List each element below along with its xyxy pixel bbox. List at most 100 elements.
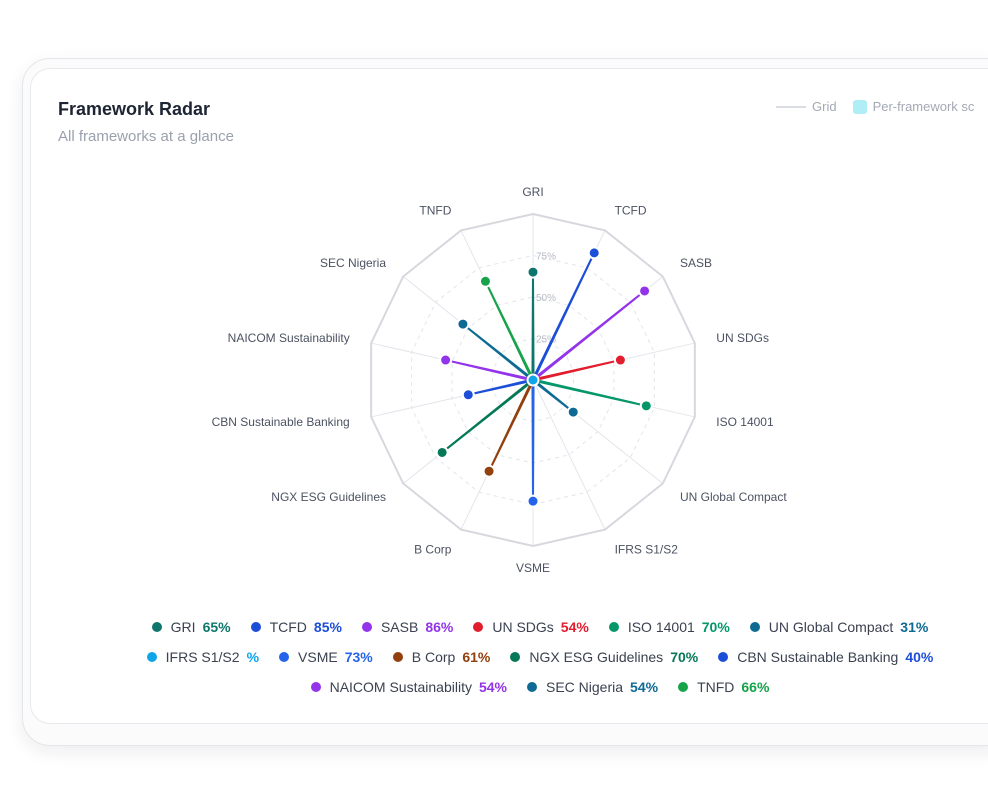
legend-label: SEC Nigeria (546, 679, 624, 695)
legend-label: UN Global Compact (768, 619, 894, 635)
radar-ring-label: 75% (536, 252, 556, 263)
radar-ring-label: 50% (536, 293, 556, 304)
legend-value: 85% (313, 619, 342, 635)
radar-point (638, 284, 652, 298)
legend-dot-icon (151, 622, 162, 632)
legend-row: NAICOM Sustainability 54% SEC Nigeria 54% TN… (60, 672, 988, 702)
legend-value: 54% (560, 619, 589, 635)
legend-value: 70% (670, 649, 699, 665)
legend-item: UN Global Compact 31% (749, 619, 928, 635)
radar-axis-label: SEC Nigeria (320, 256, 386, 270)
radar-point (482, 464, 496, 478)
legend-label: VSME (298, 649, 338, 665)
legend-item: NGX ESG Guidelines 70% (510, 649, 698, 665)
grid-legend-label: Grid (812, 99, 837, 114)
radar-wedge (441, 380, 533, 454)
radar-axis-label: ISO 14001 (716, 415, 774, 429)
legend-item: SASB 86% (361, 619, 454, 635)
chart-subtitle: All frameworks at a glance (58, 128, 234, 145)
radar-point (613, 353, 627, 367)
radar-outer-ring (370, 212, 696, 548)
chart-card (30, 68, 988, 724)
radar-center-point (526, 373, 540, 387)
legend-dot-icon (146, 652, 157, 662)
legend-dot-icon (473, 622, 484, 632)
legend-row: GRI 65% TCFD 85% SASB 86% UN SDGs 54% ISO 14001 7… (60, 612, 988, 642)
radar-axis-label: GRI (522, 185, 543, 199)
legend-item: ISO 14001 70% (608, 619, 730, 635)
legend-label: CBN Sustainable Banking (737, 649, 899, 665)
radar-axis-label: SASB (680, 256, 712, 270)
chart-title: Framework Radar (58, 99, 211, 119)
radar-wedge (532, 251, 596, 380)
legend-dot-icon (510, 652, 521, 662)
legend-value: 40% (905, 649, 934, 665)
radar-ring-label: 25% (536, 335, 556, 346)
radar-point (461, 388, 475, 402)
legend-label: NAICOM Sustainability (329, 679, 472, 695)
legend-label: ISO 14001 (627, 619, 695, 635)
legend-item: IFRS S1/S2% (146, 649, 260, 665)
legend-item: SEC Nigeria 54% (527, 679, 658, 695)
legend-value: 73% (344, 649, 373, 665)
legend-label: GRI (170, 619, 196, 635)
legend-item: NAICOM Sustainability 54% (310, 679, 507, 695)
legend-dot-icon (310, 682, 321, 692)
area-legend-label: Per-framework sc (872, 99, 975, 114)
radar-axis-label: TNFD (419, 204, 451, 218)
legend-item: VSME 73% (279, 649, 373, 665)
radar-axis-label: TCFD (615, 204, 647, 218)
legend-dot-icon (361, 622, 372, 632)
legend-item: CBN Sustainable Banking 40% (718, 649, 933, 665)
legend-value: 86% (425, 619, 454, 635)
legend-value: 65% (202, 619, 231, 635)
radar-axis-label: NAICOM Sustainability (228, 331, 350, 345)
radar-wedge (484, 280, 534, 380)
radar-spoke (532, 379, 606, 530)
radar-point (456, 317, 470, 331)
legend-row: IFRS S1/S2% VSME 73% B Corp 61% NGX ESG Guide… (60, 642, 988, 672)
radar-point (526, 494, 540, 508)
radar-axis-label: B Corp (414, 542, 452, 556)
legend-dot-icon (250, 622, 261, 632)
legend-item: TCFD 85% (250, 619, 342, 635)
legend-value: 66% (741, 679, 770, 695)
legend-dot-icon (749, 622, 760, 632)
legend-label: B Corp (411, 649, 456, 665)
legend-value: 54% (630, 679, 659, 695)
legend-item: TNFD 66% (678, 679, 769, 695)
radar-wedge (534, 379, 648, 407)
legend-value: 61% (462, 649, 491, 665)
legend-value: % (246, 649, 260, 665)
legend-label: SASB (380, 619, 419, 635)
legend-item: B Corp 61% (392, 649, 491, 665)
radar-axis-label: NGX ESG Guidelines (271, 490, 386, 504)
radar-point (435, 445, 449, 459)
radar-axis-label: VSME (516, 561, 550, 575)
radar-axis-label: UN Global Compact (680, 490, 787, 504)
radar-axis-label: IFRS S1/S2 (615, 542, 679, 556)
legend-dot-icon (718, 652, 729, 662)
radar-axis-label: UN SDGs (716, 331, 769, 345)
legend-label: NGX ESG Guidelines (529, 649, 664, 665)
legend-label: TNFD (697, 679, 735, 695)
legend-value: 54% (478, 679, 507, 695)
radar-point (587, 246, 601, 260)
legend-value: 70% (701, 619, 730, 635)
radar-wedge (534, 359, 622, 381)
radar-wedge (531, 271, 535, 379)
legend-label: UN SDGs (492, 619, 554, 635)
area-swatch-icon (852, 99, 867, 114)
top-legend: Grid Per-framework sc (776, 99, 974, 114)
legend-label: IFRS S1/S2 (165, 649, 240, 665)
legend-dot-icon (279, 652, 290, 662)
legend-dot-icon (527, 682, 537, 692)
radar-axis-label: CBN Sustainable Banking (212, 415, 350, 429)
radar-point (526, 265, 540, 279)
legend-label: TCFD (269, 619, 307, 635)
grid-swatch-icon (776, 105, 806, 108)
radar-point (639, 399, 653, 413)
radar-point (566, 405, 580, 419)
legend-dot-icon (678, 682, 689, 692)
